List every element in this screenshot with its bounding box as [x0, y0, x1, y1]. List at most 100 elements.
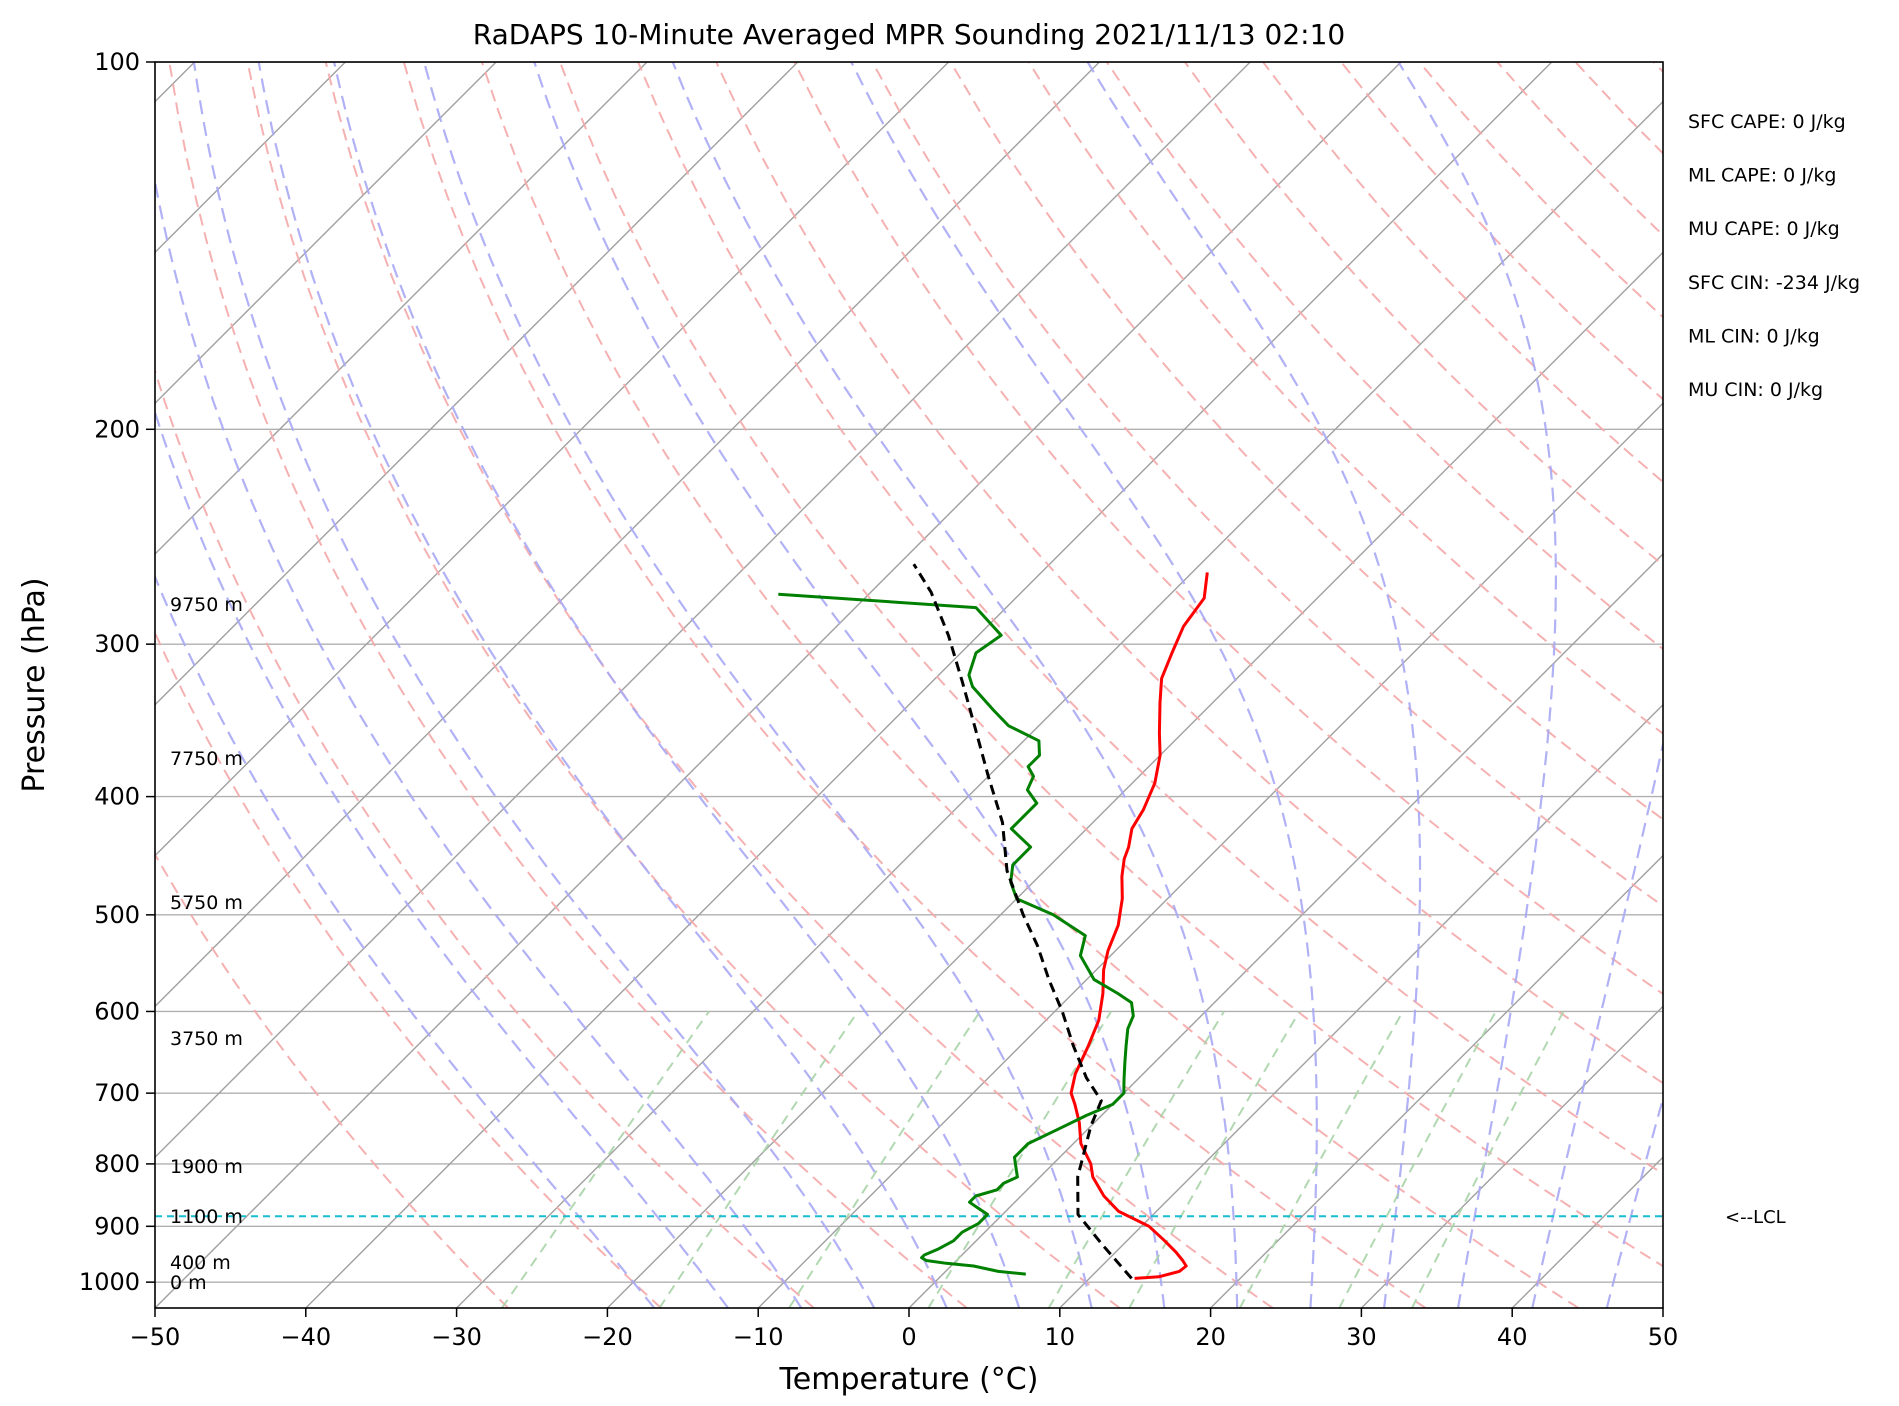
isotherm-line	[155, 62, 1100, 1008]
y-tick-label: 600	[94, 997, 140, 1025]
height-label: 7750 m	[170, 748, 243, 770]
dry-adiabat	[155, 852, 509, 1308]
isotherm-line	[456, 100, 1663, 1308]
isotherm-line	[155, 62, 497, 405]
dry-adiabat	[480, 62, 1580, 1308]
stats-panel: SFC CAPE: 0 J/kg ML CAPE: 0 J/kg MU CAPE: …	[1688, 111, 1860, 401]
x-tick-label: 30	[1346, 1323, 1377, 1351]
dry-adiabat	[715, 62, 1663, 1085]
dry-adiabat	[1574, 62, 1663, 155]
isotherm-line	[1210, 854, 1663, 1308]
mixing-ratio-line	[501, 1010, 710, 1308]
dry-adiabat	[1732, 62, 1899, 1308]
dry-adiabat	[168, 62, 968, 1308]
height-label: 1100 m	[170, 1206, 243, 1228]
isotherm-line	[155, 62, 1402, 1308]
chart-title: RaDAPS 10-Minute Averaged MPR Sounding 2…	[473, 18, 1345, 51]
moist-adiabat	[257, 62, 948, 1308]
mixing-ratio-line	[927, 1010, 1112, 1308]
height-label: 9750 m	[170, 594, 243, 616]
stat-text: ML CIN: 0 J/kg	[1688, 325, 1820, 347]
isotherm-line	[1059, 703, 1663, 1308]
y-axis: 100 200 300 400 500 600 700 800 900 1000	[79, 48, 155, 1296]
moist-adiabat	[1397, 62, 1558, 1308]
lcl-label: <--LCL	[1725, 1207, 1786, 1228]
dry-adiabat	[155, 367, 815, 1308]
moist-adiabat	[850, 62, 1318, 1308]
stat-text: MU CAPE: 0 J/kg	[1688, 218, 1840, 240]
dry-adiabat	[1105, 62, 1663, 651]
dry-adiabat	[155, 630, 662, 1308]
x-axis-label: Temperature (°C)	[779, 1362, 1039, 1397]
moist-adiabat	[423, 62, 1093, 1308]
height-label: 0 m	[170, 1272, 207, 1294]
isotherm-line	[606, 251, 1663, 1308]
dry-adiabat	[1184, 62, 1663, 567]
y-tick-label: 1000	[79, 1268, 140, 1296]
stat-text: SFC CIN: -234 J/kg	[1688, 272, 1860, 294]
height-label: 1900 m	[170, 1156, 243, 1178]
dry-adiabat	[1340, 62, 1663, 401]
isotherm-line	[1814, 62, 1899, 1308]
dry-adiabat	[637, 62, 1663, 1176]
y-tick-label: 900	[94, 1212, 140, 1240]
dry-adiabat	[1027, 62, 1663, 735]
dry-adiabat	[402, 62, 1427, 1308]
mixing-ratio-line	[788, 1010, 981, 1308]
dry-adiabat	[559, 62, 1663, 1268]
x-tick-label: 10	[1045, 1323, 1076, 1351]
moist-adiabat	[1086, 62, 1422, 1308]
x-tick-label: −10	[733, 1323, 784, 1351]
x-tick-label: 50	[1648, 1323, 1679, 1351]
y-axis-label: Pressure (hPa)	[17, 577, 52, 792]
x-tick-label: 0	[901, 1323, 916, 1351]
isotherm-line	[1360, 1005, 1663, 1308]
isotherm-line	[1662, 1307, 1663, 1308]
y-tick-label: 700	[94, 1079, 140, 1107]
stat-text: MU CIN: 0 J/kg	[1688, 379, 1823, 401]
height-label: 400 m	[170, 1252, 231, 1274]
plot-area	[154, 61, 1899, 1309]
dry-adiabat	[324, 62, 1274, 1308]
height-label: 5750 m	[170, 892, 243, 914]
isotherm-line	[155, 62, 950, 857]
mixing-ratio-line	[1338, 1011, 1497, 1308]
stat-text: SFC CAPE: 0 J/kg	[1688, 111, 1846, 133]
dry-adiabat	[1652, 62, 1663, 74]
x-tick-label: −50	[130, 1323, 181, 1351]
isotherm-line	[1511, 1156, 1663, 1308]
moist-adiabat	[1605, 1094, 1663, 1308]
moist-adiabat	[533, 62, 1166, 1308]
y-tick-label: 800	[94, 1150, 140, 1178]
isotherm-line	[155, 62, 799, 706]
height-labels: 9750 m 7750 m 5750 m 3750 m 1900 m 1100 m 400 …	[170, 594, 243, 1294]
x-tick-label: 40	[1497, 1323, 1528, 1351]
dry-adiabat	[1496, 62, 1663, 237]
mixing-ratio-line	[658, 1010, 859, 1308]
dry-adiabat	[793, 62, 1663, 996]
stat-text: ML CAPE: 0 J/kg	[1688, 165, 1836, 187]
dry-adiabat	[1262, 62, 1663, 484]
x-tick-label: −30	[431, 1323, 482, 1351]
mixing-ratio-line	[1239, 1011, 1404, 1308]
y-tick-label: 500	[94, 901, 140, 929]
x-axis: −50 −40 −30 −20 −10 0 10 20 30 40 50	[130, 1308, 1679, 1351]
parcel-profile	[912, 563, 1133, 1280]
y-tick-label: 400	[94, 783, 140, 811]
isotherm-line	[155, 62, 1251, 1159]
moist-adiabat	[155, 176, 803, 1308]
moist-adiabat	[192, 62, 876, 1308]
moist-adiabat	[1531, 739, 1663, 1308]
y-tick-label: 300	[94, 630, 140, 658]
mixing-ratio-line	[1411, 1011, 1565, 1308]
x-tick-label: 20	[1195, 1323, 1226, 1351]
dry-adiabat	[246, 62, 1121, 1308]
moist-adiabat	[155, 573, 656, 1308]
isotherm-line	[305, 62, 1553, 1308]
isotherm-line	[908, 553, 1663, 1308]
dewpoint-profile	[778, 592, 1135, 1276]
moist-adiabat	[671, 62, 1239, 1308]
x-tick-label: −20	[582, 1323, 633, 1351]
y-tick-label: 200	[94, 415, 140, 443]
